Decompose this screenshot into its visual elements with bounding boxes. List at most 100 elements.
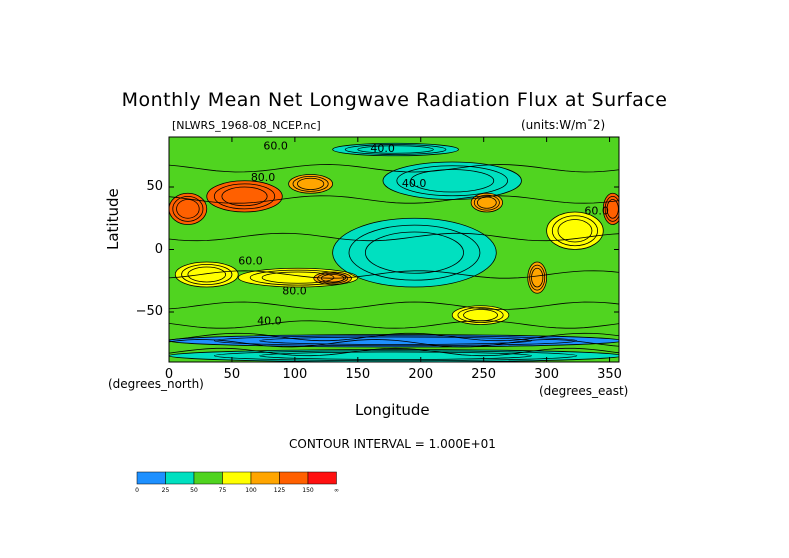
x-unit-label: (degrees_north) <box>108 377 204 391</box>
contour-line <box>602 192 619 225</box>
heatmap-region <box>288 174 333 194</box>
contour-value-label: 40.0 <box>370 142 395 155</box>
contour-value-label: 60.0 <box>263 140 288 153</box>
heatmap-layer <box>169 137 619 362</box>
legend-swatch <box>222 471 252 485</box>
contour-value-label: 60.0 <box>584 205 609 218</box>
contour-line <box>237 267 359 288</box>
heatmap-region <box>332 218 497 287</box>
x-tick-label: 150 <box>345 367 371 382</box>
contour-line <box>169 320 619 329</box>
contour-line <box>546 211 604 250</box>
contour-layer: 40.0 40.0 60.0 80.0 80.0 60.0 40.0 60.0 <box>169 140 619 362</box>
contour-line <box>313 271 352 285</box>
heatmap-region <box>382 162 522 200</box>
contour-line <box>206 180 283 213</box>
legend-swatch <box>250 471 280 485</box>
contour-line <box>332 217 497 288</box>
contour-line <box>169 195 619 204</box>
contour-value-label: 40.0 <box>257 315 282 328</box>
contour-line <box>221 186 268 207</box>
heatmap-region <box>332 143 459 156</box>
legend-label: 25 <box>162 487 170 494</box>
contour-line <box>169 349 619 362</box>
legend-swatch <box>193 471 223 485</box>
legend-label: ∞ <box>334 487 339 494</box>
contour-line <box>169 339 619 348</box>
y-tick-label: 0 <box>154 241 163 257</box>
contour-line <box>169 334 619 348</box>
y-tick-label: 50 <box>146 179 163 194</box>
y-unit-label: (degrees_east) <box>539 384 629 398</box>
x-tick-label: 300 <box>534 367 560 382</box>
heatmap-region <box>169 334 619 347</box>
contour-value-label: 40.0 <box>402 177 427 190</box>
x-tick-label: 250 <box>471 367 497 382</box>
legend-label: 0 <box>135 487 139 494</box>
legend-swatch <box>165 471 195 485</box>
legend-swatch <box>307 471 337 485</box>
contour-line <box>531 267 544 288</box>
contour-line <box>169 347 619 357</box>
x-tick-label: 200 <box>408 367 434 382</box>
legend-label: 100 <box>245 487 257 494</box>
contour-line <box>344 144 447 155</box>
contour-line <box>187 266 227 283</box>
contour-line <box>527 261 548 294</box>
x-tick-label: 350 <box>597 367 622 382</box>
x-tick-label: 50 <box>223 367 241 382</box>
contour-line <box>457 307 504 324</box>
contour-line <box>174 261 239 288</box>
contour-line <box>259 351 532 360</box>
legend-label: 75 <box>219 487 227 494</box>
contour-line <box>169 192 208 225</box>
heatmap-region <box>206 180 283 212</box>
units-label: (units:W/m¯2) <box>521 118 606 132</box>
y-tick-label: −50 <box>135 304 163 319</box>
contour-line <box>606 199 619 219</box>
contour-value-label: 80.0 <box>251 171 276 184</box>
contour-line <box>296 177 325 190</box>
contour-line <box>292 175 329 192</box>
heatmap-region <box>169 193 207 225</box>
contour-line <box>332 142 459 157</box>
contour-line <box>169 270 619 279</box>
contour-line <box>348 224 481 281</box>
heatmap-region <box>527 262 547 294</box>
contour-value-label: 60.0 <box>238 255 263 268</box>
chart-title: Monthly Mean Net Longwave Radiation Flux… <box>121 89 668 111</box>
contour-line <box>604 195 619 222</box>
heatmap-region <box>452 305 509 325</box>
x-tick-label: 0 <box>164 367 174 382</box>
contour-line <box>169 301 619 310</box>
contour-line <box>357 145 434 154</box>
contour-line <box>476 196 497 209</box>
legend-swatch <box>136 471 166 485</box>
contour-line <box>410 169 495 193</box>
contour-interval-label: CONTOUR INTERVAL = 1.000E+01 <box>289 437 496 451</box>
contour-line <box>181 264 233 285</box>
contour-line <box>396 165 509 197</box>
contour-line <box>259 336 532 345</box>
contour-line <box>261 271 335 284</box>
contour-line <box>529 264 546 291</box>
contour-line <box>169 164 619 173</box>
x-axis-label: Longitude <box>355 401 430 419</box>
contour-line <box>213 183 276 210</box>
legend-label: 125 <box>274 487 286 494</box>
contour-line <box>288 174 334 194</box>
contour-line <box>470 192 503 213</box>
file-label: [NLWRS_1968-08_NCEP.nc] <box>172 119 321 132</box>
contour-line <box>317 272 349 284</box>
contour-line <box>451 305 510 325</box>
legend-label: 50 <box>190 487 198 494</box>
contour-line <box>169 332 619 342</box>
heatmap-region <box>169 349 619 362</box>
legend-label: 150 <box>302 487 314 494</box>
contour-line <box>551 215 599 247</box>
contour-line <box>473 194 500 211</box>
contour-line <box>176 199 200 219</box>
contour-value-label: 80.0 <box>282 285 307 298</box>
y-axis-label: Latitude <box>104 188 122 250</box>
